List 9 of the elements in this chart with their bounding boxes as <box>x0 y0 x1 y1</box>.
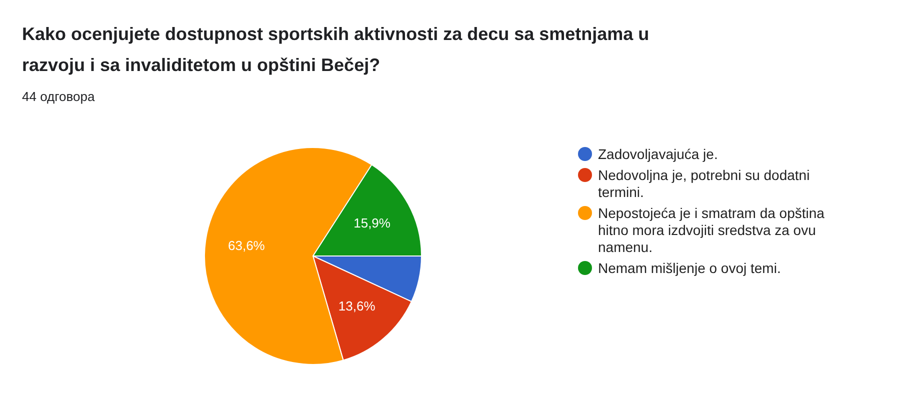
text: 44 одговора <box>22 89 95 104</box>
legend-label: Nemam mišljenje o ovoj temi. <box>598 260 781 276</box>
legend-label: Nedovoljna je, potrebni su dodatni termini. <box>598 167 810 200</box>
data-label: 13,6% <box>338 298 376 314</box>
legend-label: Zadovoljavajuća je. <box>598 146 718 162</box>
chart-title: Kako ocenjujete dostupnost sportskih aktivnosti za decu sa smetnjama u razvoju i sa invaliditetom u opštini Bečej? <box>22 23 650 77</box>
legend-label: Nepostojeća je i smatram da opština hitno mora izdvojiti sredstva za ovu namenu. <box>598 205 824 255</box>
data-label: 63,6% <box>228 238 266 253</box>
data-label: 15,9% <box>354 215 391 230</box>
